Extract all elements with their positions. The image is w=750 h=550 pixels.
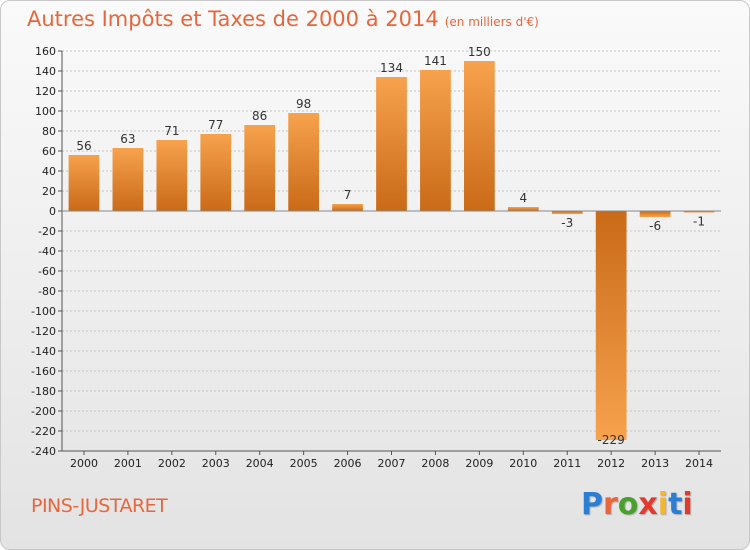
value-label: 86 (252, 109, 267, 123)
brand-letter: P (581, 487, 603, 522)
y-tick-label: -160 (31, 365, 56, 378)
chart-title: Autres Impôts et Taxes de 2000 à 2014 (en… (27, 7, 539, 31)
value-label: 63 (120, 132, 135, 146)
y-tick-label: -180 (31, 385, 56, 398)
x-tick-label: 2001 (114, 457, 142, 470)
bar-2005 (288, 113, 320, 211)
bar-2006 (332, 204, 363, 211)
y-tick-label: -80 (38, 285, 56, 298)
bar-2010 (507, 207, 539, 211)
x-tick-label: 2003 (202, 457, 230, 470)
x-tick-label: 2007 (378, 457, 406, 470)
value-label: 77 (208, 118, 223, 132)
x-tick-label: 2002 (158, 457, 186, 470)
value-label: 98 (296, 97, 311, 111)
bar-2012 (595, 211, 627, 440)
x-tick-label: 2005 (290, 457, 318, 470)
axes: 160140120100806040200-20-40-60-80-100-12… (31, 45, 721, 470)
y-tick-label: -240 (31, 445, 56, 458)
bar-2008 (420, 70, 451, 211)
location-name: PINS-JUSTARET (31, 495, 168, 517)
value-label: 56 (76, 139, 91, 153)
value-label: -1 (693, 215, 705, 229)
bar-2013 (639, 211, 671, 217)
y-tick-label: -120 (31, 325, 56, 338)
x-tick-label: 2013 (641, 457, 669, 470)
y-tick-label: 160 (35, 45, 56, 58)
value-label: -6 (649, 219, 661, 233)
value-label: 71 (164, 124, 179, 138)
value-label: 134 (380, 61, 403, 75)
brand-letter: x (638, 487, 658, 522)
bar-2004 (244, 125, 276, 211)
y-tick-label: 60 (42, 145, 56, 158)
x-tick-label: 2004 (246, 457, 274, 470)
bar-2001 (112, 148, 144, 211)
y-tick-label: -20 (38, 225, 56, 238)
brand-letter: i (657, 487, 669, 522)
bar-2007 (376, 77, 407, 211)
value-label: -3 (561, 216, 573, 230)
y-tick-label: 20 (42, 185, 56, 198)
bars (68, 61, 715, 440)
y-tick-label: 140 (35, 65, 56, 78)
y-tick-label: 120 (35, 85, 56, 98)
x-tick-label: 2006 (334, 457, 362, 470)
brand-letter: r (603, 487, 618, 522)
value-labels: 56 63 71 77 86 98 7 134 141 150 4 -3 -229 -6 -1 (76, 45, 705, 447)
bar-2011 (551, 211, 583, 214)
y-tick-label: -40 (38, 245, 56, 258)
y-tick-label: 100 (35, 105, 56, 118)
y-tick-label: 80 (42, 125, 56, 138)
y-tick-label: -60 (38, 265, 56, 278)
x-tick-label: 2010 (509, 457, 537, 470)
bar-2003 (200, 134, 232, 211)
y-tick-label: -100 (31, 305, 56, 318)
y-tick-label: -140 (31, 345, 56, 358)
x-tick-label: 2000 (70, 457, 98, 470)
bar-2002 (156, 140, 188, 211)
y-tick-label: 40 (42, 165, 56, 178)
value-label: 4 (519, 191, 527, 205)
brand-letter: i (682, 487, 693, 522)
bar-2000 (68, 155, 100, 211)
y-tick-label: 0 (49, 205, 56, 218)
value-label: 141 (424, 54, 447, 68)
bar-2009 (463, 61, 495, 211)
value-label: 7 (344, 188, 352, 202)
x-tick-label: 2012 (597, 457, 625, 470)
chart-title-text: Autres Impôts et Taxes de 2000 à 2014 (27, 7, 439, 31)
value-label: -229 (598, 433, 625, 447)
brand-letter: t (668, 487, 683, 522)
y-tick-label: -200 (31, 405, 56, 418)
chart-subtitle: (en milliers d'€) (444, 15, 539, 29)
x-tick-label: 2009 (465, 457, 493, 470)
brand-letter: o (617, 487, 639, 522)
bar-2014 (683, 211, 715, 213)
x-tick-label: 2014 (685, 457, 713, 470)
x-tick-label: 2011 (553, 457, 581, 470)
x-tick-label: 2008 (421, 457, 449, 470)
value-label: 150 (468, 45, 491, 59)
brand-logo: Proxiti (581, 487, 693, 522)
y-tick-label: -220 (31, 425, 56, 438)
